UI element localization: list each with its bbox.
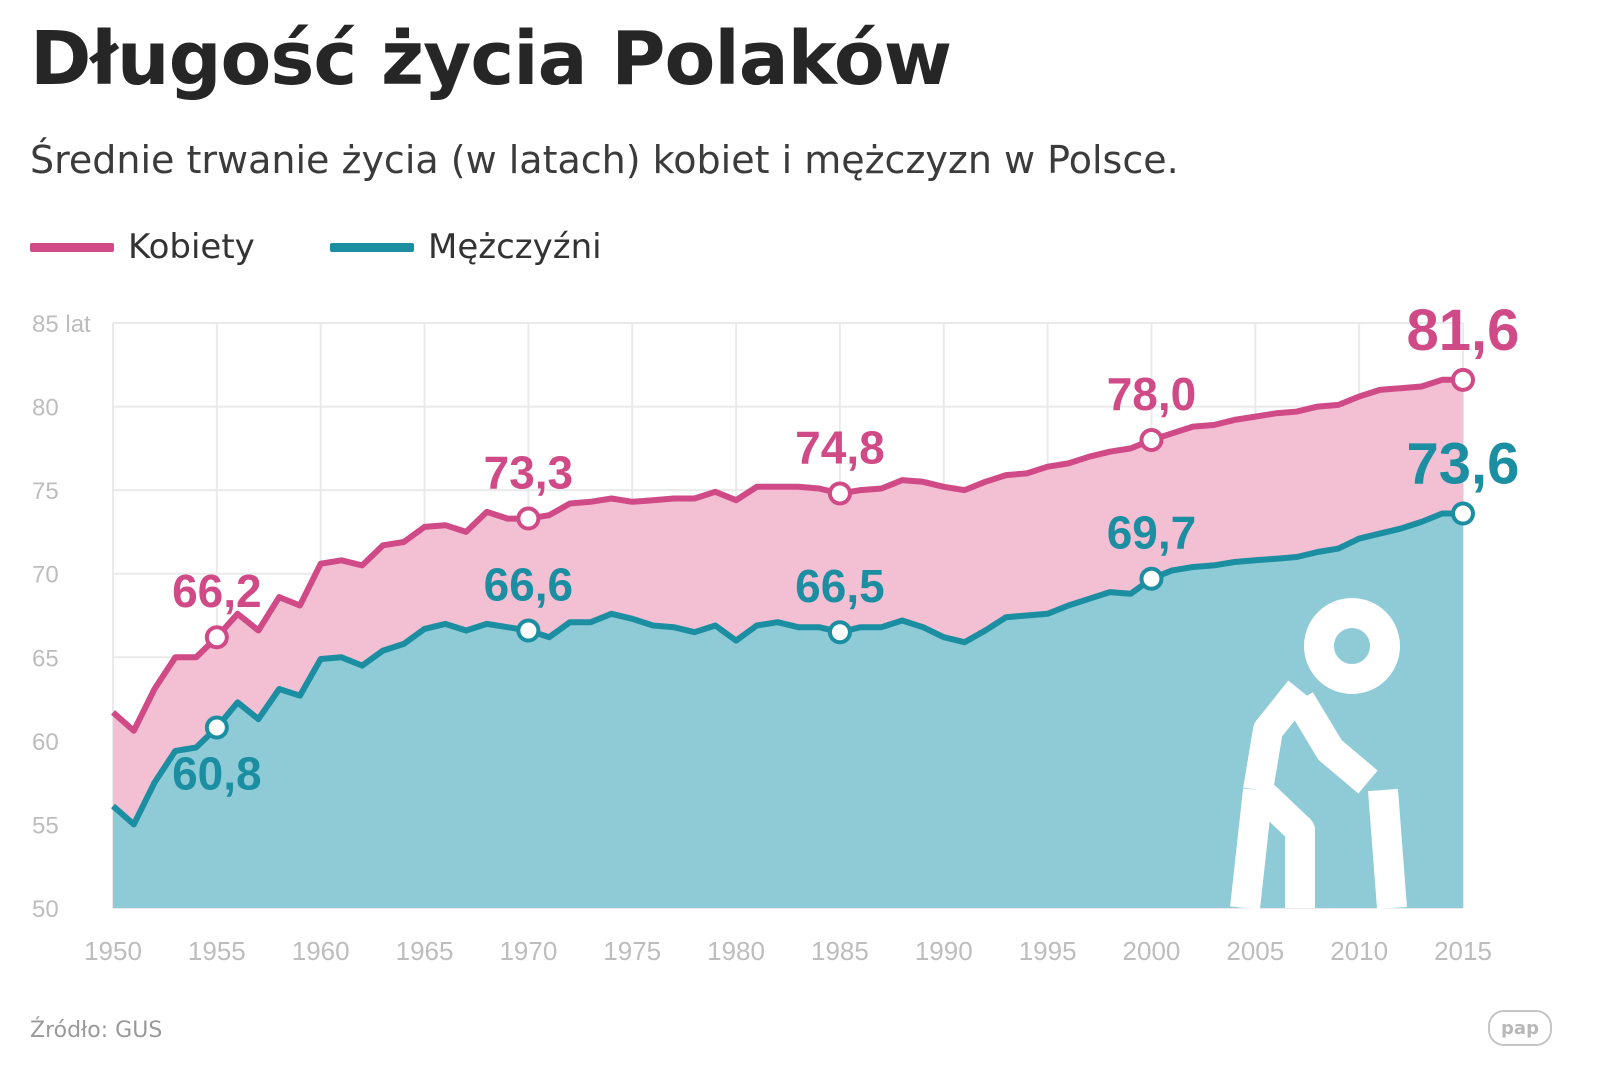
x-tick-label-1970: 1970 [499, 936, 557, 966]
figure-leg-back [1230, 788, 1273, 910]
y-tick-label-85: 85 lat [32, 311, 91, 338]
elderly-figure [1230, 598, 1407, 910]
marker-women-1985 [827, 481, 852, 506]
marker-men-1970 [516, 618, 541, 643]
figure-head [1304, 598, 1400, 694]
marker-women-1955 [204, 625, 229, 650]
elderly-person-with-cane-icon [1230, 598, 1407, 910]
legend-item-women: Kobiety [30, 222, 255, 272]
x-tick-label-2010: 2010 [1330, 936, 1388, 966]
women-line [111, 376, 1463, 734]
marker-women-1970 [516, 506, 541, 531]
marker-women-2015 [1451, 367, 1475, 392]
y-tick-label-50: 50 [32, 896, 59, 923]
y-tick-label-60: 60 [32, 729, 59, 756]
figure-cane [1368, 788, 1407, 910]
marker-men-2015 [1451, 501, 1475, 526]
value-label-women-2015: 81,6 [1407, 298, 1520, 363]
areas [113, 379, 1463, 908]
x-tick-label-2015: 2015 [1434, 936, 1492, 966]
pap-logo: pap [1488, 1010, 1552, 1046]
x-tick-label-1975: 1975 [603, 936, 661, 966]
x-tick-label-2005: 2005 [1226, 936, 1284, 966]
legend-label-women: Kobiety [128, 227, 255, 267]
value-label-women-1970: 73,3 [484, 447, 574, 499]
x-tick-label-1965: 1965 [396, 936, 454, 966]
x-tick-label-1985: 1985 [811, 936, 869, 966]
legend-label-men: Mężczyźni [428, 227, 602, 267]
men-area [113, 513, 1463, 908]
figure-arm [1287, 692, 1378, 794]
axis-ticks: 1950 1955 1960 1965 1970 1975 1980 1985 1990 1995… [32, 311, 1492, 966]
marker-men-2000 [1139, 566, 1164, 591]
value-label-men-1955: 60,8 [172, 747, 262, 799]
chart-title: Długość życia Polaków [30, 16, 952, 102]
value-labels: 66,2 73,3 74,8 78,0 81,6 60,8 66,6 66,5 69,7 73,6 [172, 298, 1519, 800]
legend-item-men: Mężczyźni [330, 222, 602, 272]
source-note: Źródło: GUS [30, 1018, 163, 1043]
value-label-men-2015: 73,6 [1407, 432, 1520, 497]
legend-swatch-women [30, 242, 114, 252]
y-tick-label-65: 65 [32, 645, 59, 672]
x-tick-label-1955: 1955 [188, 936, 246, 966]
value-label-men-1985: 66,5 [795, 560, 885, 612]
value-label-men-2000: 69,7 [1107, 507, 1197, 559]
x-tick-label-1980: 1980 [707, 936, 765, 966]
chart-subtitle: Średnie trwanie życia (w latach) kobiet … [30, 138, 1179, 182]
value-label-women-1955: 66,2 [172, 565, 262, 617]
y-tick-label-55: 55 [32, 812, 59, 839]
figure-leg-front [1247, 779, 1315, 908]
value-label-women-2000: 78,0 [1107, 368, 1197, 420]
y-tick-label-75: 75 [32, 478, 59, 505]
y-tick-label-80: 80 [32, 395, 59, 422]
y-tick-label-70: 70 [32, 562, 59, 589]
legend-swatch-men [330, 242, 414, 252]
marker-women-2000 [1139, 428, 1164, 452]
x-tick-label-1990: 1990 [915, 936, 973, 966]
figure-back [1243, 680, 1312, 793]
men-line [111, 510, 1463, 828]
x-tick-label-1995: 1995 [1019, 936, 1077, 966]
marker-men-1955 [204, 715, 229, 740]
value-label-men-1970: 66,6 [484, 559, 574, 611]
x-tick-label-2000: 2000 [1123, 936, 1181, 966]
x-tick-label-1950: 1950 [84, 936, 142, 966]
lines [111, 376, 1463, 828]
value-label-women-1985: 74,8 [795, 421, 885, 473]
markers [204, 367, 1475, 740]
x-tick-label-1960: 1960 [292, 936, 350, 966]
marker-men-1985 [827, 620, 852, 645]
